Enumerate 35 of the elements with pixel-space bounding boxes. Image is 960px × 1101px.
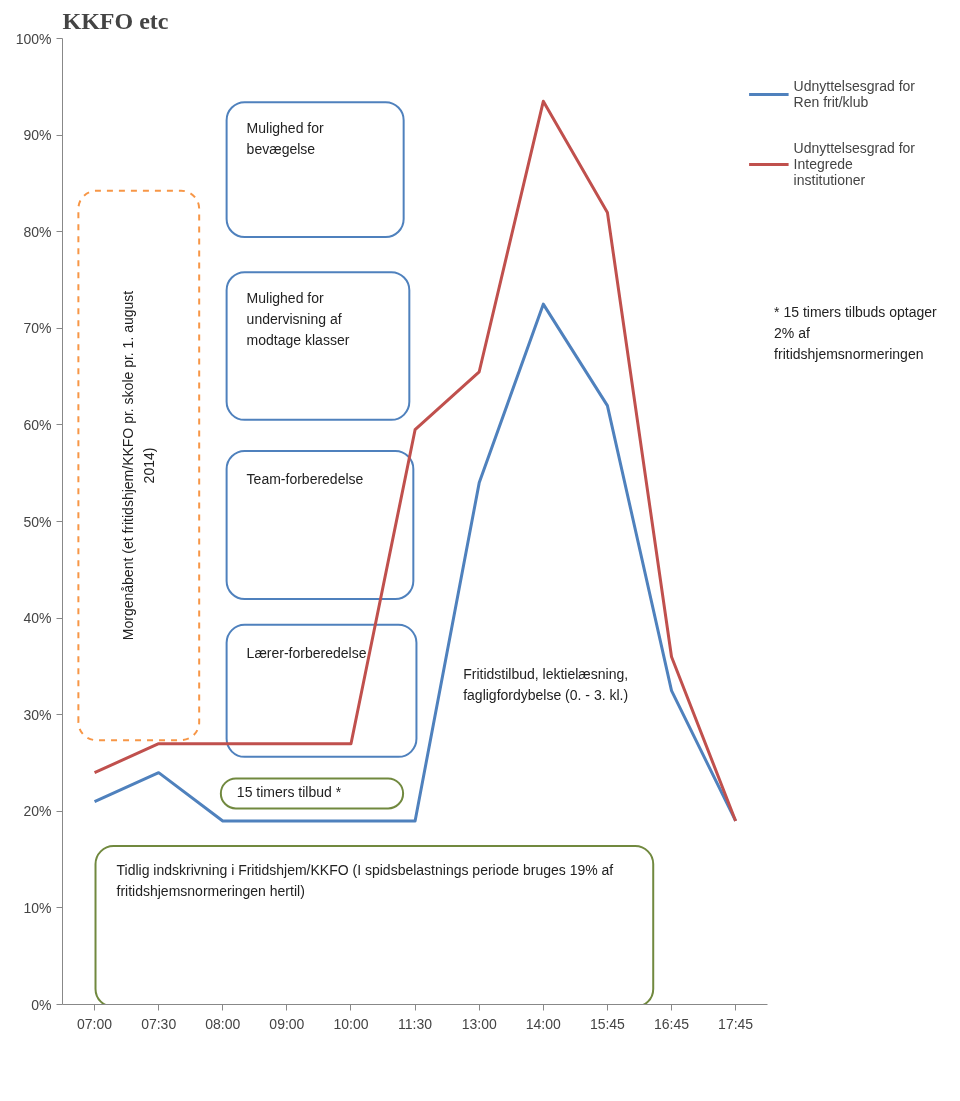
x-tick-label: 14:00 — [525, 1015, 562, 1032]
annotation: Mulighed for undervisning af modtage klasser — [246, 290, 350, 348]
y-tick-label: 0% — [31, 996, 52, 1013]
x-tick-label: 10:00 — [333, 1015, 369, 1032]
y-tick-label: 80% — [23, 223, 52, 240]
x-tick-label: 17:45 — [718, 1015, 754, 1032]
x-tick-label: 07:30 — [141, 1015, 177, 1032]
y-tick-label: 40% — [23, 610, 52, 627]
annotation: 15 timers tilbud * — [236, 784, 342, 801]
x-tick-label: 08:00 — [205, 1015, 241, 1032]
x-tick-label: 09:00 — [269, 1015, 305, 1032]
annotation: Team-forberedelse — [246, 470, 364, 487]
annotation: Fritidstilbud, lektielæsning, fagligfordybelse (0. - 3. kl.) — [463, 666, 629, 704]
x-tick-label: 11:30 — [398, 1015, 433, 1032]
y-tick-label: 20% — [23, 803, 52, 820]
y-tick-label: 50% — [23, 513, 52, 530]
legend-label: Udnyttelsesgrad for Integrede institutioner — [793, 140, 915, 188]
y-tick-label: 30% — [23, 706, 52, 723]
chart-title: KKFO etc — [62, 7, 169, 34]
x-tick-label: 16:45 — [653, 1015, 690, 1032]
text: * 15 timers tilbuds optager 2% af fritidshjemsnormeringen — [774, 304, 938, 362]
y-tick-label: 70% — [23, 320, 52, 337]
y-tick-label: 100% — [15, 30, 52, 47]
y-tick-label: 60% — [23, 416, 52, 433]
x-tick-label: 07:00 — [77, 1015, 113, 1032]
y-tick-label: 10% — [23, 899, 52, 916]
legend-label: Udnyttelsesgrad for Ren frit/klub — [793, 78, 915, 110]
annotation: Lærer-forberedelse — [246, 644, 367, 661]
annotation: Tidlig indskrivning i Fritidshjem/KKFO (I spidsbelastnings periode bruges 19% af fritidshjemsnormeringen hertil) — [116, 862, 614, 899]
x-tick-label: 13:00 — [461, 1015, 497, 1032]
line-series — [93, 99, 738, 823]
annotation: Morgenåbent (et fritidshjem/KKFO pr. skole pr. 1. august 2014) — [120, 290, 158, 641]
annotation: Mulighed for bevægelse — [246, 120, 324, 158]
x-tick-label: 15:45 — [589, 1015, 626, 1032]
y-tick-label: 90% — [23, 127, 52, 144]
